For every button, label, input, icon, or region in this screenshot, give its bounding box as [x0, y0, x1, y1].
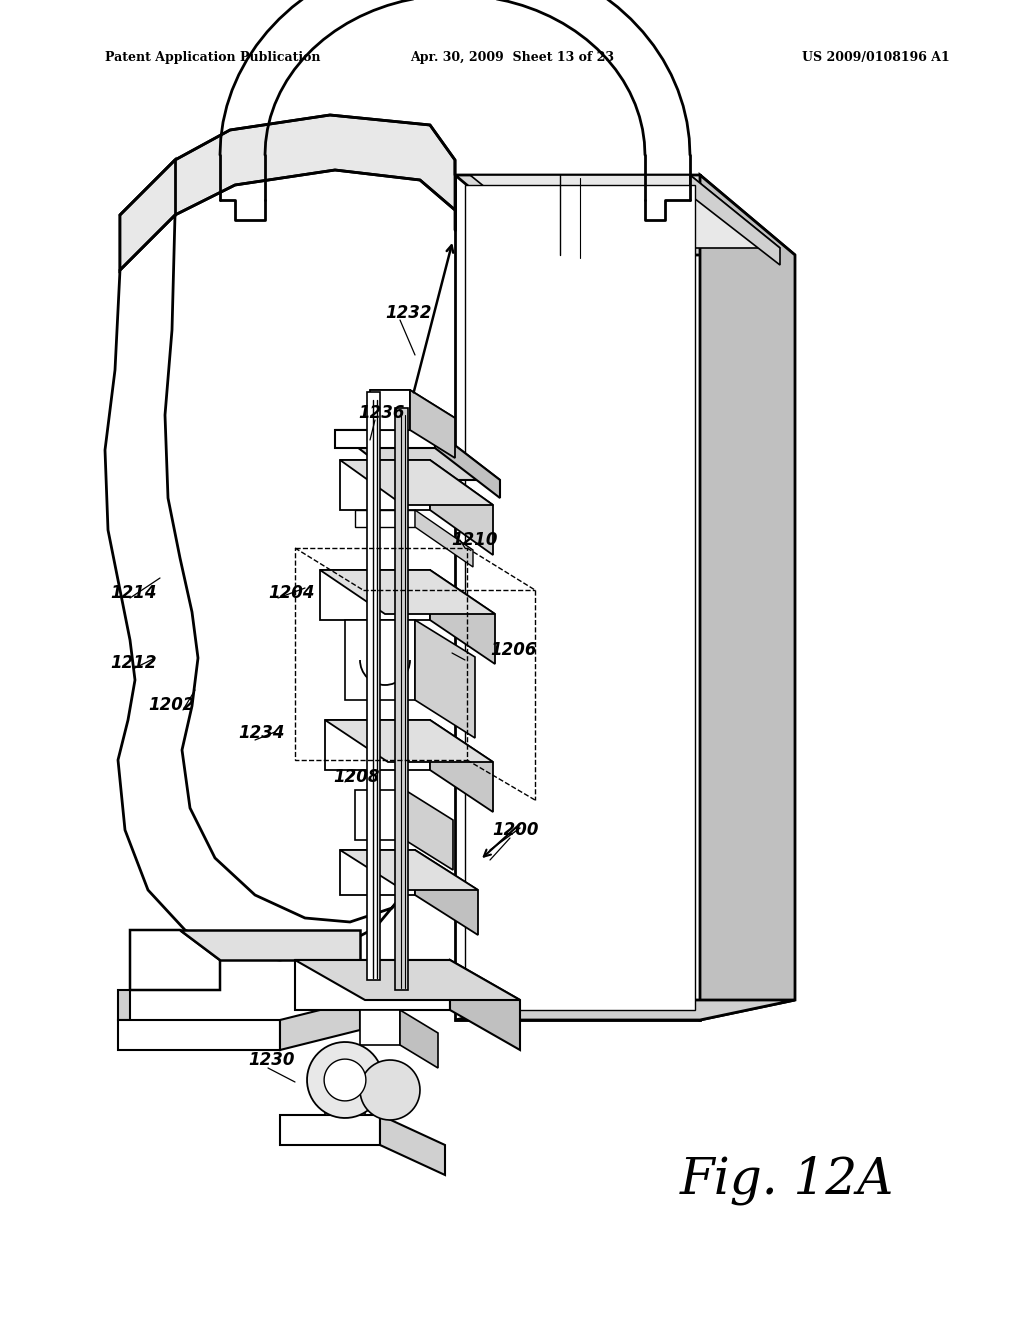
Text: 1204: 1204 [268, 583, 314, 602]
Polygon shape [180, 931, 360, 960]
Text: 1214: 1214 [110, 583, 157, 602]
Polygon shape [415, 510, 473, 568]
Polygon shape [319, 570, 495, 614]
Polygon shape [367, 392, 380, 979]
Text: 1234: 1234 [238, 723, 285, 742]
Text: US 2009/0108196 A1: US 2009/0108196 A1 [802, 51, 950, 65]
Polygon shape [450, 960, 520, 1049]
Text: 1230: 1230 [248, 1051, 295, 1069]
Text: 1202: 1202 [148, 696, 195, 714]
Polygon shape [430, 570, 495, 664]
Polygon shape [370, 389, 455, 418]
Text: Fig. 12A: Fig. 12A [680, 1155, 894, 1205]
Polygon shape [455, 176, 700, 1020]
Polygon shape [335, 430, 500, 480]
Polygon shape [430, 459, 493, 554]
Polygon shape [325, 1049, 365, 1115]
Polygon shape [340, 459, 493, 506]
Polygon shape [118, 1020, 280, 1049]
Polygon shape [295, 960, 520, 1001]
Polygon shape [120, 160, 175, 271]
Polygon shape [360, 1010, 400, 1045]
Polygon shape [395, 408, 408, 990]
Polygon shape [280, 1001, 360, 1049]
Text: Apr. 30, 2009  Sheet 13 of 23: Apr. 30, 2009 Sheet 13 of 23 [410, 51, 614, 65]
Polygon shape [470, 176, 780, 248]
Polygon shape [406, 789, 453, 870]
Polygon shape [690, 176, 780, 265]
Text: Patent Application Publication: Patent Application Publication [105, 51, 321, 65]
Polygon shape [120, 115, 455, 271]
Polygon shape [370, 389, 410, 430]
Polygon shape [307, 1041, 383, 1118]
Polygon shape [415, 620, 475, 738]
Polygon shape [280, 1115, 380, 1144]
Polygon shape [340, 850, 415, 895]
Text: 1208: 1208 [333, 768, 380, 785]
Polygon shape [340, 850, 478, 890]
Polygon shape [340, 459, 430, 510]
Polygon shape [380, 1115, 445, 1175]
Polygon shape [335, 430, 435, 447]
Polygon shape [345, 620, 415, 700]
Polygon shape [410, 389, 455, 458]
Polygon shape [319, 570, 430, 620]
Polygon shape [435, 430, 500, 498]
Polygon shape [700, 176, 795, 1020]
Text: 1206: 1206 [490, 642, 537, 659]
Polygon shape [455, 1001, 795, 1020]
Polygon shape [118, 990, 130, 1020]
Text: 1212: 1212 [110, 653, 157, 672]
Polygon shape [105, 215, 418, 960]
Polygon shape [430, 719, 493, 812]
Polygon shape [325, 719, 493, 762]
Text: 1236: 1236 [358, 404, 404, 422]
Polygon shape [465, 185, 695, 1010]
Polygon shape [355, 789, 406, 840]
Polygon shape [325, 719, 430, 770]
Polygon shape [455, 176, 795, 255]
Polygon shape [130, 931, 220, 990]
Polygon shape [360, 1060, 420, 1119]
Polygon shape [295, 960, 450, 1010]
Text: 1232: 1232 [385, 304, 431, 322]
Polygon shape [325, 1059, 366, 1101]
Text: 1210: 1210 [451, 531, 498, 549]
Polygon shape [400, 1010, 438, 1068]
Polygon shape [415, 850, 478, 935]
Polygon shape [355, 510, 415, 527]
Text: 1200: 1200 [492, 821, 539, 840]
